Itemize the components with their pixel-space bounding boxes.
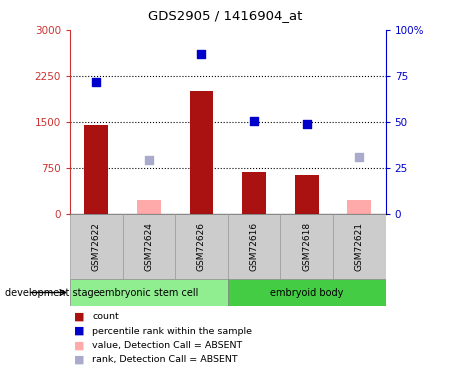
Text: percentile rank within the sample: percentile rank within the sample — [92, 327, 253, 336]
Point — [303, 121, 310, 127]
Text: count: count — [92, 312, 119, 321]
Text: ■: ■ — [74, 312, 85, 322]
Text: GSM72622: GSM72622 — [92, 222, 101, 271]
Text: ■: ■ — [74, 326, 85, 336]
Text: GSM72618: GSM72618 — [302, 222, 311, 271]
Bar — [242, 172, 266, 214]
Bar — [295, 174, 318, 214]
Bar — [123, 214, 175, 279]
Text: GDS2905 / 1416904_at: GDS2905 / 1416904_at — [148, 9, 303, 22]
Text: GSM72616: GSM72616 — [249, 222, 258, 271]
Point — [92, 79, 100, 85]
Point — [198, 51, 205, 57]
Bar — [189, 91, 213, 214]
Bar — [70, 279, 228, 306]
Text: GSM72621: GSM72621 — [355, 222, 364, 271]
Text: GSM72624: GSM72624 — [144, 222, 153, 271]
Bar — [70, 214, 123, 279]
Bar — [84, 125, 108, 214]
Bar — [281, 214, 333, 279]
Text: embryoid body: embryoid body — [270, 288, 343, 297]
Text: rank, Detection Call = ABSENT: rank, Detection Call = ABSENT — [92, 355, 238, 364]
Point — [250, 118, 258, 124]
Text: ■: ■ — [74, 355, 85, 364]
Text: GSM72626: GSM72626 — [197, 222, 206, 271]
Bar — [228, 214, 281, 279]
Text: development stage: development stage — [5, 288, 99, 297]
Bar — [137, 200, 161, 214]
Text: embryonic stem cell: embryonic stem cell — [99, 288, 198, 297]
Bar — [347, 200, 371, 214]
Text: value, Detection Call = ABSENT: value, Detection Call = ABSENT — [92, 341, 243, 350]
Bar — [228, 279, 386, 306]
Bar — [175, 214, 228, 279]
Bar — [333, 214, 386, 279]
Text: ■: ■ — [74, 340, 85, 350]
Point — [356, 154, 363, 160]
Point — [145, 158, 152, 164]
